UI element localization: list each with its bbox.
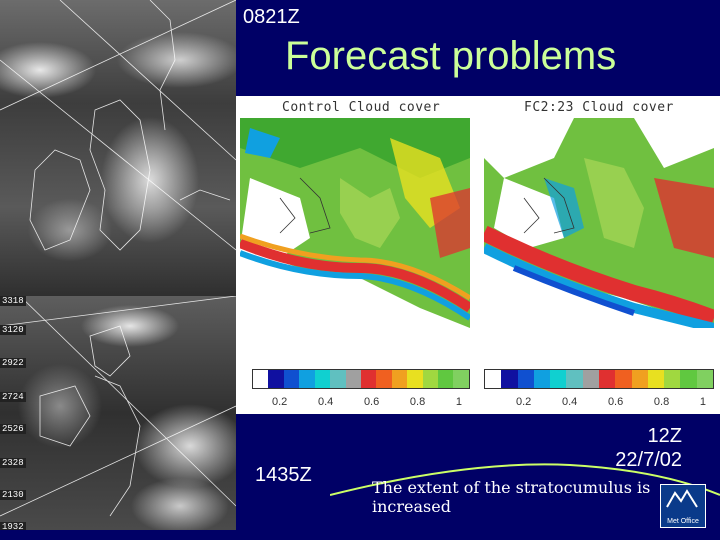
latitude-label: 1932 <box>0 522 26 530</box>
scale-swatch <box>253 370 269 388</box>
scale-swatch <box>631 370 648 388</box>
scale-tick: 0.2 <box>272 396 288 408</box>
scale-tick: 0.4 <box>317 396 334 408</box>
slide-title: Forecast problems <box>285 34 617 78</box>
forecast-date: 12Z 22/7/02 <box>615 424 682 472</box>
satellite-image-afternoon: 3318 3120 2922 2724 2526 2328 2130 1932 <box>0 296 236 530</box>
latitude-label: 3120 <box>0 325 26 335</box>
scale-tick: 1 <box>699 396 706 408</box>
scale-swatch <box>330 370 346 388</box>
latitude-label: 3318 <box>0 296 26 306</box>
scale-tick: 0.6 <box>363 396 380 408</box>
scale-swatch <box>299 370 315 388</box>
scale-swatch <box>647 370 665 388</box>
scale-tick: 0.4 <box>561 396 578 408</box>
scale-swatch <box>360 370 377 388</box>
scale-swatch <box>407 370 423 388</box>
scale-swatch <box>314 370 331 388</box>
scale-swatch <box>422 370 439 388</box>
control-panel-label: Control Cloud cover <box>282 100 441 115</box>
scale-swatch <box>517 370 534 388</box>
scale-swatch <box>598 370 616 388</box>
forecast-time: 12Z <box>647 425 682 447</box>
logo-text: Met Office <box>667 518 699 525</box>
colour-scale-right <box>484 369 714 389</box>
latitude-label: 2724 <box>0 392 26 402</box>
latitude-label: 2526 <box>0 424 26 434</box>
scale-swatch <box>391 370 408 388</box>
scale-swatch <box>696 370 713 388</box>
caption: The extent of the stratocumulus is incre… <box>372 478 651 516</box>
scale-ticks-right: 0.2 0.4 0.6 0.8 1 <box>516 396 706 408</box>
forecast-panels: Control Cloud cover FC2:23 Cloud cover <box>236 96 720 414</box>
scale-swatch <box>501 370 518 388</box>
scale-swatch <box>376 370 392 388</box>
scale-swatch <box>582 370 599 388</box>
scale-tick: 0.2 <box>516 396 532 408</box>
colour-scale-left <box>252 369 470 389</box>
fc-cloud-map <box>484 118 714 328</box>
scale-swatch <box>615 370 632 388</box>
observation-time-morning: 0821Z <box>243 6 300 28</box>
scale-swatch <box>550 370 567 388</box>
met-office-logo-icon <box>666 489 698 508</box>
decorative-swoosh <box>330 463 720 496</box>
scale-swatch <box>345 370 361 388</box>
scale-swatch <box>453 370 469 388</box>
forecast-day: 22/7/02 <box>615 449 682 471</box>
scale-swatch <box>664 370 681 388</box>
latitude-label: 2328 <box>0 458 26 468</box>
control-cloud-map <box>240 118 470 328</box>
latitude-label: 2922 <box>0 358 26 368</box>
fc-panel-label: FC2:23 Cloud cover <box>524 100 674 115</box>
scale-tick: 0.8 <box>653 396 670 408</box>
scale-tick: 1 <box>455 396 462 408</box>
met-office-logo: Met Office <box>660 484 706 528</box>
scale-tick: 0.6 <box>607 396 624 408</box>
scale-swatch <box>438 370 454 388</box>
satellite-image-morning <box>0 0 236 296</box>
scale-swatch <box>533 370 551 388</box>
observation-time-afternoon: 1435Z <box>255 464 312 486</box>
scale-swatch <box>268 370 284 388</box>
scale-tick: 0.8 <box>409 396 426 408</box>
scale-swatch <box>485 370 502 388</box>
scale-swatch <box>283 370 300 388</box>
coastline-overlay <box>0 0 236 251</box>
scale-ticks-left: 0.2 0.4 0.6 0.8 1 <box>272 396 462 408</box>
coastline-overlay-2 <box>0 296 236 517</box>
scale-swatch <box>566 370 583 388</box>
latitude-label: 2130 <box>0 490 26 500</box>
scale-swatch <box>680 370 697 388</box>
